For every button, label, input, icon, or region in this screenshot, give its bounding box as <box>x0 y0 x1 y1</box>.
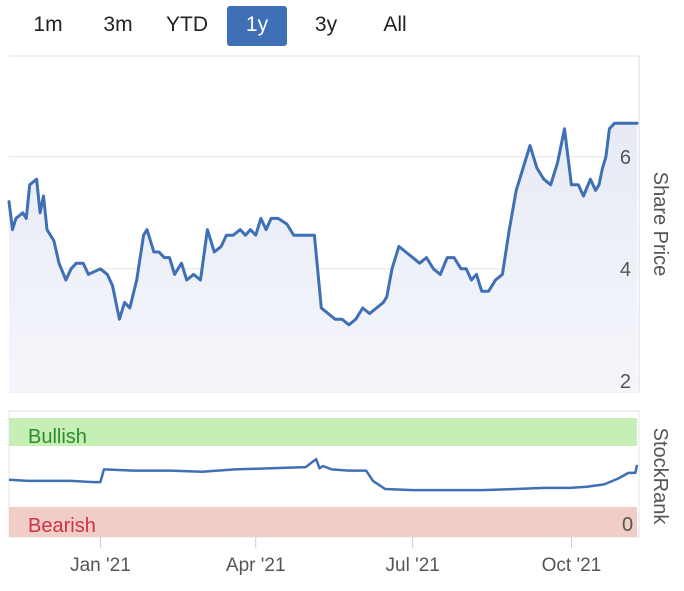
price-area-fill <box>9 123 637 392</box>
range-button-all[interactable]: All <box>383 13 407 36</box>
x-tick-label: Apr '21 <box>226 555 286 576</box>
bearish-band <box>9 507 637 537</box>
price-y-tick-labels: 2 4 6 <box>620 147 631 393</box>
stockrank-series-line <box>8 457 639 492</box>
range-button-ytd[interactable]: YTD <box>166 13 208 36</box>
price-y-tick-label: 4 <box>620 259 631 281</box>
stockrank-axis-label: StockRank <box>649 428 671 526</box>
x-tick-label: Jul '21 <box>386 555 440 576</box>
bullish-label: Bullish <box>28 426 87 448</box>
stockrank-zero-label: 0 <box>622 514 633 536</box>
price-y-tick-label: 6 <box>620 147 631 169</box>
bearish-label: Bearish <box>28 515 96 537</box>
bullish-band <box>9 418 637 446</box>
range-button-3m[interactable]: 3m <box>103 13 133 36</box>
price-y-tick-label: 2 <box>620 371 631 393</box>
range-selector: 1m 3m YTD 1y 3y All <box>0 0 684 50</box>
x-tick-label: Oct '21 <box>542 555 602 576</box>
range-button-1y[interactable]: 1y <box>227 6 287 46</box>
range-button-1m[interactable]: 1m <box>33 13 63 36</box>
range-button-3y[interactable]: 3y <box>314 13 338 36</box>
x-tick-label: Jan '21 <box>70 555 131 576</box>
price-series-line <box>7 121 639 327</box>
x-axis: Jan '21 Apr '21 Jul '21 Oct '21 <box>70 537 601 576</box>
price-axis-label: Share Price <box>649 172 671 277</box>
